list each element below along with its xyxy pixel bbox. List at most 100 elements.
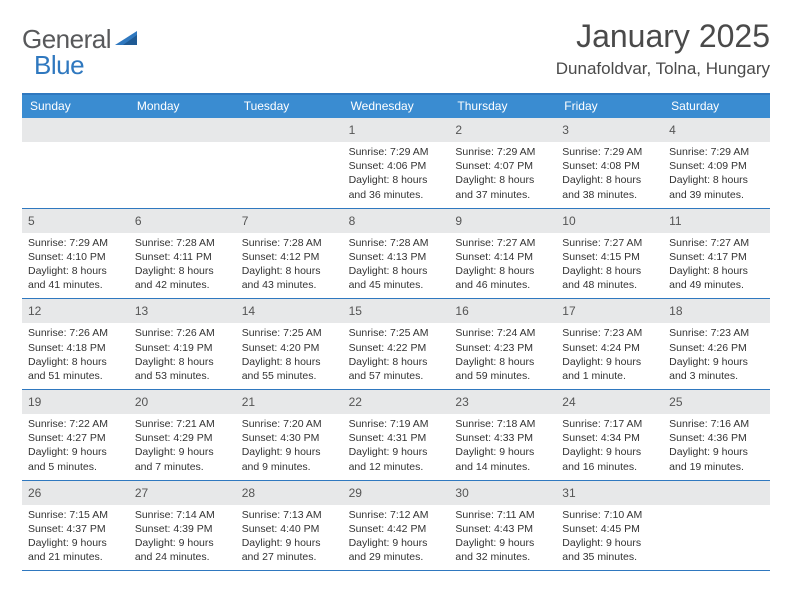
- daylight-line: Daylight: 9 hours: [560, 445, 659, 459]
- sunset-line: Sunset: 4:06 PM: [347, 159, 446, 173]
- day-number-bar: [22, 118, 129, 142]
- empty-cell: [133, 145, 232, 202]
- sunrise-line: Sunrise: 7:15 AM: [26, 508, 125, 522]
- day-cell: 16Sunrise: 7:24 AMSunset: 4:23 PMDayligh…: [449, 299, 556, 389]
- day-number-bar: 16: [449, 299, 556, 323]
- sunrise-line: Sunrise: 7:20 AM: [240, 417, 339, 431]
- day-cell: 29Sunrise: 7:12 AMSunset: 4:42 PMDayligh…: [343, 481, 450, 571]
- daylight-line: and 12 minutes.: [347, 460, 446, 474]
- day-number-bar: 14: [236, 299, 343, 323]
- daylight-line: and 24 minutes.: [133, 550, 232, 564]
- daylight-line: and 49 minutes.: [667, 278, 766, 292]
- day-cell: 13Sunrise: 7:26 AMSunset: 4:19 PMDayligh…: [129, 299, 236, 389]
- day-number-bar: [236, 118, 343, 142]
- sunrise-line: Sunrise: 7:29 AM: [560, 145, 659, 159]
- sunset-line: Sunset: 4:26 PM: [667, 341, 766, 355]
- weekday-header-row: SundayMondayTuesdayWednesdayThursdayFrid…: [22, 95, 770, 118]
- daylight-line: and 32 minutes.: [453, 550, 552, 564]
- sunset-line: Sunset: 4:08 PM: [560, 159, 659, 173]
- daylight-line: Daylight: 9 hours: [453, 536, 552, 550]
- day-cell: 30Sunrise: 7:11 AMSunset: 4:43 PMDayligh…: [449, 481, 556, 571]
- daylight-line: and 9 minutes.: [240, 460, 339, 474]
- day-cell: 20Sunrise: 7:21 AMSunset: 4:29 PMDayligh…: [129, 390, 236, 480]
- week-row: 26Sunrise: 7:15 AMSunset: 4:37 PMDayligh…: [22, 481, 770, 572]
- calendar: SundayMondayTuesdayWednesdayThursdayFrid…: [22, 93, 770, 571]
- sunrise-line: Sunrise: 7:19 AM: [347, 417, 446, 431]
- month-title: January 2025: [556, 18, 770, 55]
- daylight-line: Daylight: 9 hours: [560, 536, 659, 550]
- day-number: 25: [669, 395, 682, 409]
- daylight-line: Daylight: 8 hours: [133, 355, 232, 369]
- sunrise-line: Sunrise: 7:14 AM: [133, 508, 232, 522]
- day-number-bar: 2: [449, 118, 556, 142]
- weeks-container: 1Sunrise: 7:29 AMSunset: 4:06 PMDaylight…: [22, 118, 770, 571]
- weekday-header: Friday: [556, 95, 663, 118]
- sunrise-line: Sunrise: 7:28 AM: [347, 236, 446, 250]
- daylight-line: and 16 minutes.: [560, 460, 659, 474]
- sunrise-line: Sunrise: 7:18 AM: [453, 417, 552, 431]
- daylight-line: and 38 minutes.: [560, 188, 659, 202]
- sunset-line: Sunset: 4:30 PM: [240, 431, 339, 445]
- daylight-line: Daylight: 8 hours: [560, 173, 659, 187]
- daylight-line: and 35 minutes.: [560, 550, 659, 564]
- sunrise-line: Sunrise: 7:28 AM: [240, 236, 339, 250]
- daylight-line: Daylight: 8 hours: [26, 355, 125, 369]
- sunrise-line: Sunrise: 7:12 AM: [347, 508, 446, 522]
- daylight-line: Daylight: 9 hours: [560, 355, 659, 369]
- daylight-line: and 19 minutes.: [667, 460, 766, 474]
- title-block: January 2025 Dunafoldvar, Tolna, Hungary: [556, 18, 770, 79]
- day-cell: 10Sunrise: 7:27 AMSunset: 4:15 PMDayligh…: [556, 209, 663, 299]
- weekday-header: Tuesday: [236, 95, 343, 118]
- day-cell: 9Sunrise: 7:27 AMSunset: 4:14 PMDaylight…: [449, 209, 556, 299]
- daylight-line: Daylight: 8 hours: [133, 264, 232, 278]
- sunrise-line: Sunrise: 7:27 AM: [667, 236, 766, 250]
- daylight-line: and 46 minutes.: [453, 278, 552, 292]
- daylight-line: and 27 minutes.: [240, 550, 339, 564]
- day-cell: [22, 118, 129, 208]
- sunset-line: Sunset: 4:33 PM: [453, 431, 552, 445]
- day-number: 13: [135, 304, 148, 318]
- page-header: General January 2025 Dunafoldvar, Tolna,…: [22, 18, 770, 79]
- daylight-line: Daylight: 9 hours: [240, 536, 339, 550]
- day-cell: 12Sunrise: 7:26 AMSunset: 4:18 PMDayligh…: [22, 299, 129, 389]
- week-row: 12Sunrise: 7:26 AMSunset: 4:18 PMDayligh…: [22, 299, 770, 390]
- sunset-line: Sunset: 4:45 PM: [560, 522, 659, 536]
- sunset-line: Sunset: 4:10 PM: [26, 250, 125, 264]
- daylight-line: and 57 minutes.: [347, 369, 446, 383]
- day-cell: 21Sunrise: 7:20 AMSunset: 4:30 PMDayligh…: [236, 390, 343, 480]
- sunrise-line: Sunrise: 7:27 AM: [560, 236, 659, 250]
- day-number-bar: 19: [22, 390, 129, 414]
- week-row: 5Sunrise: 7:29 AMSunset: 4:10 PMDaylight…: [22, 209, 770, 300]
- day-cell: 18Sunrise: 7:23 AMSunset: 4:26 PMDayligh…: [663, 299, 770, 389]
- week-row: 1Sunrise: 7:29 AMSunset: 4:06 PMDaylight…: [22, 118, 770, 209]
- sunset-line: Sunset: 4:13 PM: [347, 250, 446, 264]
- day-cell: 5Sunrise: 7:29 AMSunset: 4:10 PMDaylight…: [22, 209, 129, 299]
- day-number: 11: [669, 214, 681, 228]
- sunset-line: Sunset: 4:23 PM: [453, 341, 552, 355]
- day-number: 6: [135, 214, 142, 228]
- day-number: 15: [349, 304, 362, 318]
- day-cell: [663, 481, 770, 571]
- day-number-bar: 30: [449, 481, 556, 505]
- day-cell: 25Sunrise: 7:16 AMSunset: 4:36 PMDayligh…: [663, 390, 770, 480]
- daylight-line: Daylight: 8 hours: [347, 355, 446, 369]
- day-number: 10: [562, 214, 575, 228]
- sunrise-line: Sunrise: 7:29 AM: [667, 145, 766, 159]
- day-number: 16: [455, 304, 468, 318]
- day-cell: [129, 118, 236, 208]
- sunrise-line: Sunrise: 7:11 AM: [453, 508, 552, 522]
- empty-cell: [26, 145, 125, 202]
- day-cell: 24Sunrise: 7:17 AMSunset: 4:34 PMDayligh…: [556, 390, 663, 480]
- day-number-bar: 24: [556, 390, 663, 414]
- daylight-line: Daylight: 9 hours: [347, 536, 446, 550]
- day-number: [242, 123, 245, 137]
- sunrise-line: Sunrise: 7:13 AM: [240, 508, 339, 522]
- day-cell: 6Sunrise: 7:28 AMSunset: 4:11 PMDaylight…: [129, 209, 236, 299]
- day-number-bar: 28: [236, 481, 343, 505]
- day-number-bar: 11: [663, 209, 770, 233]
- sunset-line: Sunset: 4:15 PM: [560, 250, 659, 264]
- daylight-line: and 55 minutes.: [240, 369, 339, 383]
- daylight-line: Daylight: 8 hours: [240, 264, 339, 278]
- sunrise-line: Sunrise: 7:25 AM: [347, 326, 446, 340]
- sunrise-line: Sunrise: 7:26 AM: [133, 326, 232, 340]
